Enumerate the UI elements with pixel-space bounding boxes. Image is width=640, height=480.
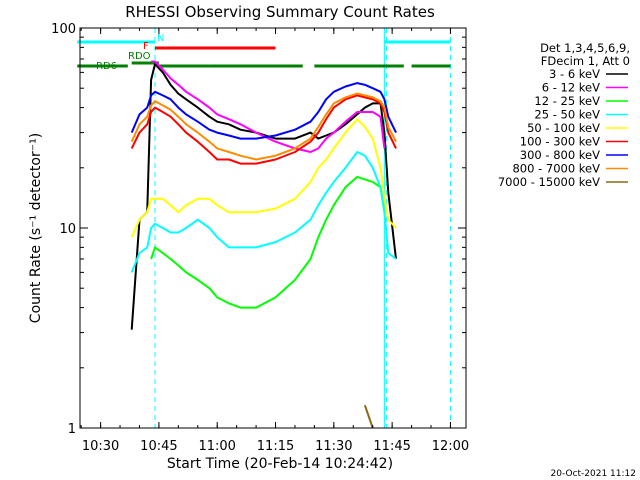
series-lines <box>130 60 397 429</box>
legend-header: FDecim 1, Att 0 <box>541 54 630 68</box>
x-tick-label: 11:45 <box>373 439 410 454</box>
legend-entry: 800 - 7000 keV <box>512 162 600 176</box>
chart-title: RHESSI Observing Summary Count Rates <box>125 3 435 21</box>
y-tick-label: 100 <box>51 22 76 37</box>
timestamp: 20-Oct-2021 11:12 <box>551 469 636 479</box>
series-line <box>130 118 397 238</box>
y-tick-label: 1 <box>68 422 76 437</box>
flag-label-rdo: RDO <box>128 51 151 62</box>
plot-frame <box>79 27 467 429</box>
legend-entry: 100 - 300 keV <box>520 135 600 149</box>
series-line <box>130 92 397 161</box>
x-tick-label: 11:00 <box>198 439 235 454</box>
legend-entry: 25 - 50 keV <box>534 108 600 122</box>
series-line <box>151 60 386 153</box>
y-axis-label: Count Rate (s⁻¹ detector⁻¹) <box>28 133 44 323</box>
plot-area <box>154 28 451 428</box>
legend: Det 1,3,4,5,6,9,FDecim 1, Att 03 - 6 keV… <box>498 41 630 189</box>
x-tick-label: 10:30 <box>82 439 119 454</box>
x-tick-label: 11:30 <box>315 439 352 454</box>
legend-entry: 300 - 800 keV <box>520 148 600 162</box>
x-tick-label: 12:00 <box>432 439 469 454</box>
x-axis-ticks: 10:30 10:45 11:00 11:15 11:30 11:45 12:00 <box>80 28 469 454</box>
x-tick-label: 10:45 <box>140 439 177 454</box>
series-line <box>150 175 386 309</box>
legend-entry: 7000 - 15000 keV <box>498 175 600 189</box>
series-line <box>130 82 397 140</box>
legend-header: Det 1,3,4,5,6,9, <box>540 41 630 55</box>
series-line <box>130 151 397 273</box>
y-axis-ticks: 1 10 100 <box>51 22 466 437</box>
flag-label-rd6: RD6 <box>96 61 117 72</box>
legend-entry: 3 - 6 keV <box>549 67 600 81</box>
series-line <box>363 404 374 429</box>
flag-label-f: F <box>143 41 149 52</box>
flag-label-n: N <box>157 33 164 44</box>
x-axis-label: Start Time (20-Feb-14 10:24:42) <box>167 456 393 472</box>
series-line <box>130 63 397 330</box>
legend-entry: 6 - 12 keV <box>542 81 600 95</box>
series-line <box>130 94 397 165</box>
legend-entry: 50 - 100 keV <box>527 121 600 135</box>
y-tick-label: 10 <box>59 222 76 237</box>
x-tick-label: 11:15 <box>257 439 294 454</box>
legend-entry: 12 - 25 keV <box>534 94 600 108</box>
